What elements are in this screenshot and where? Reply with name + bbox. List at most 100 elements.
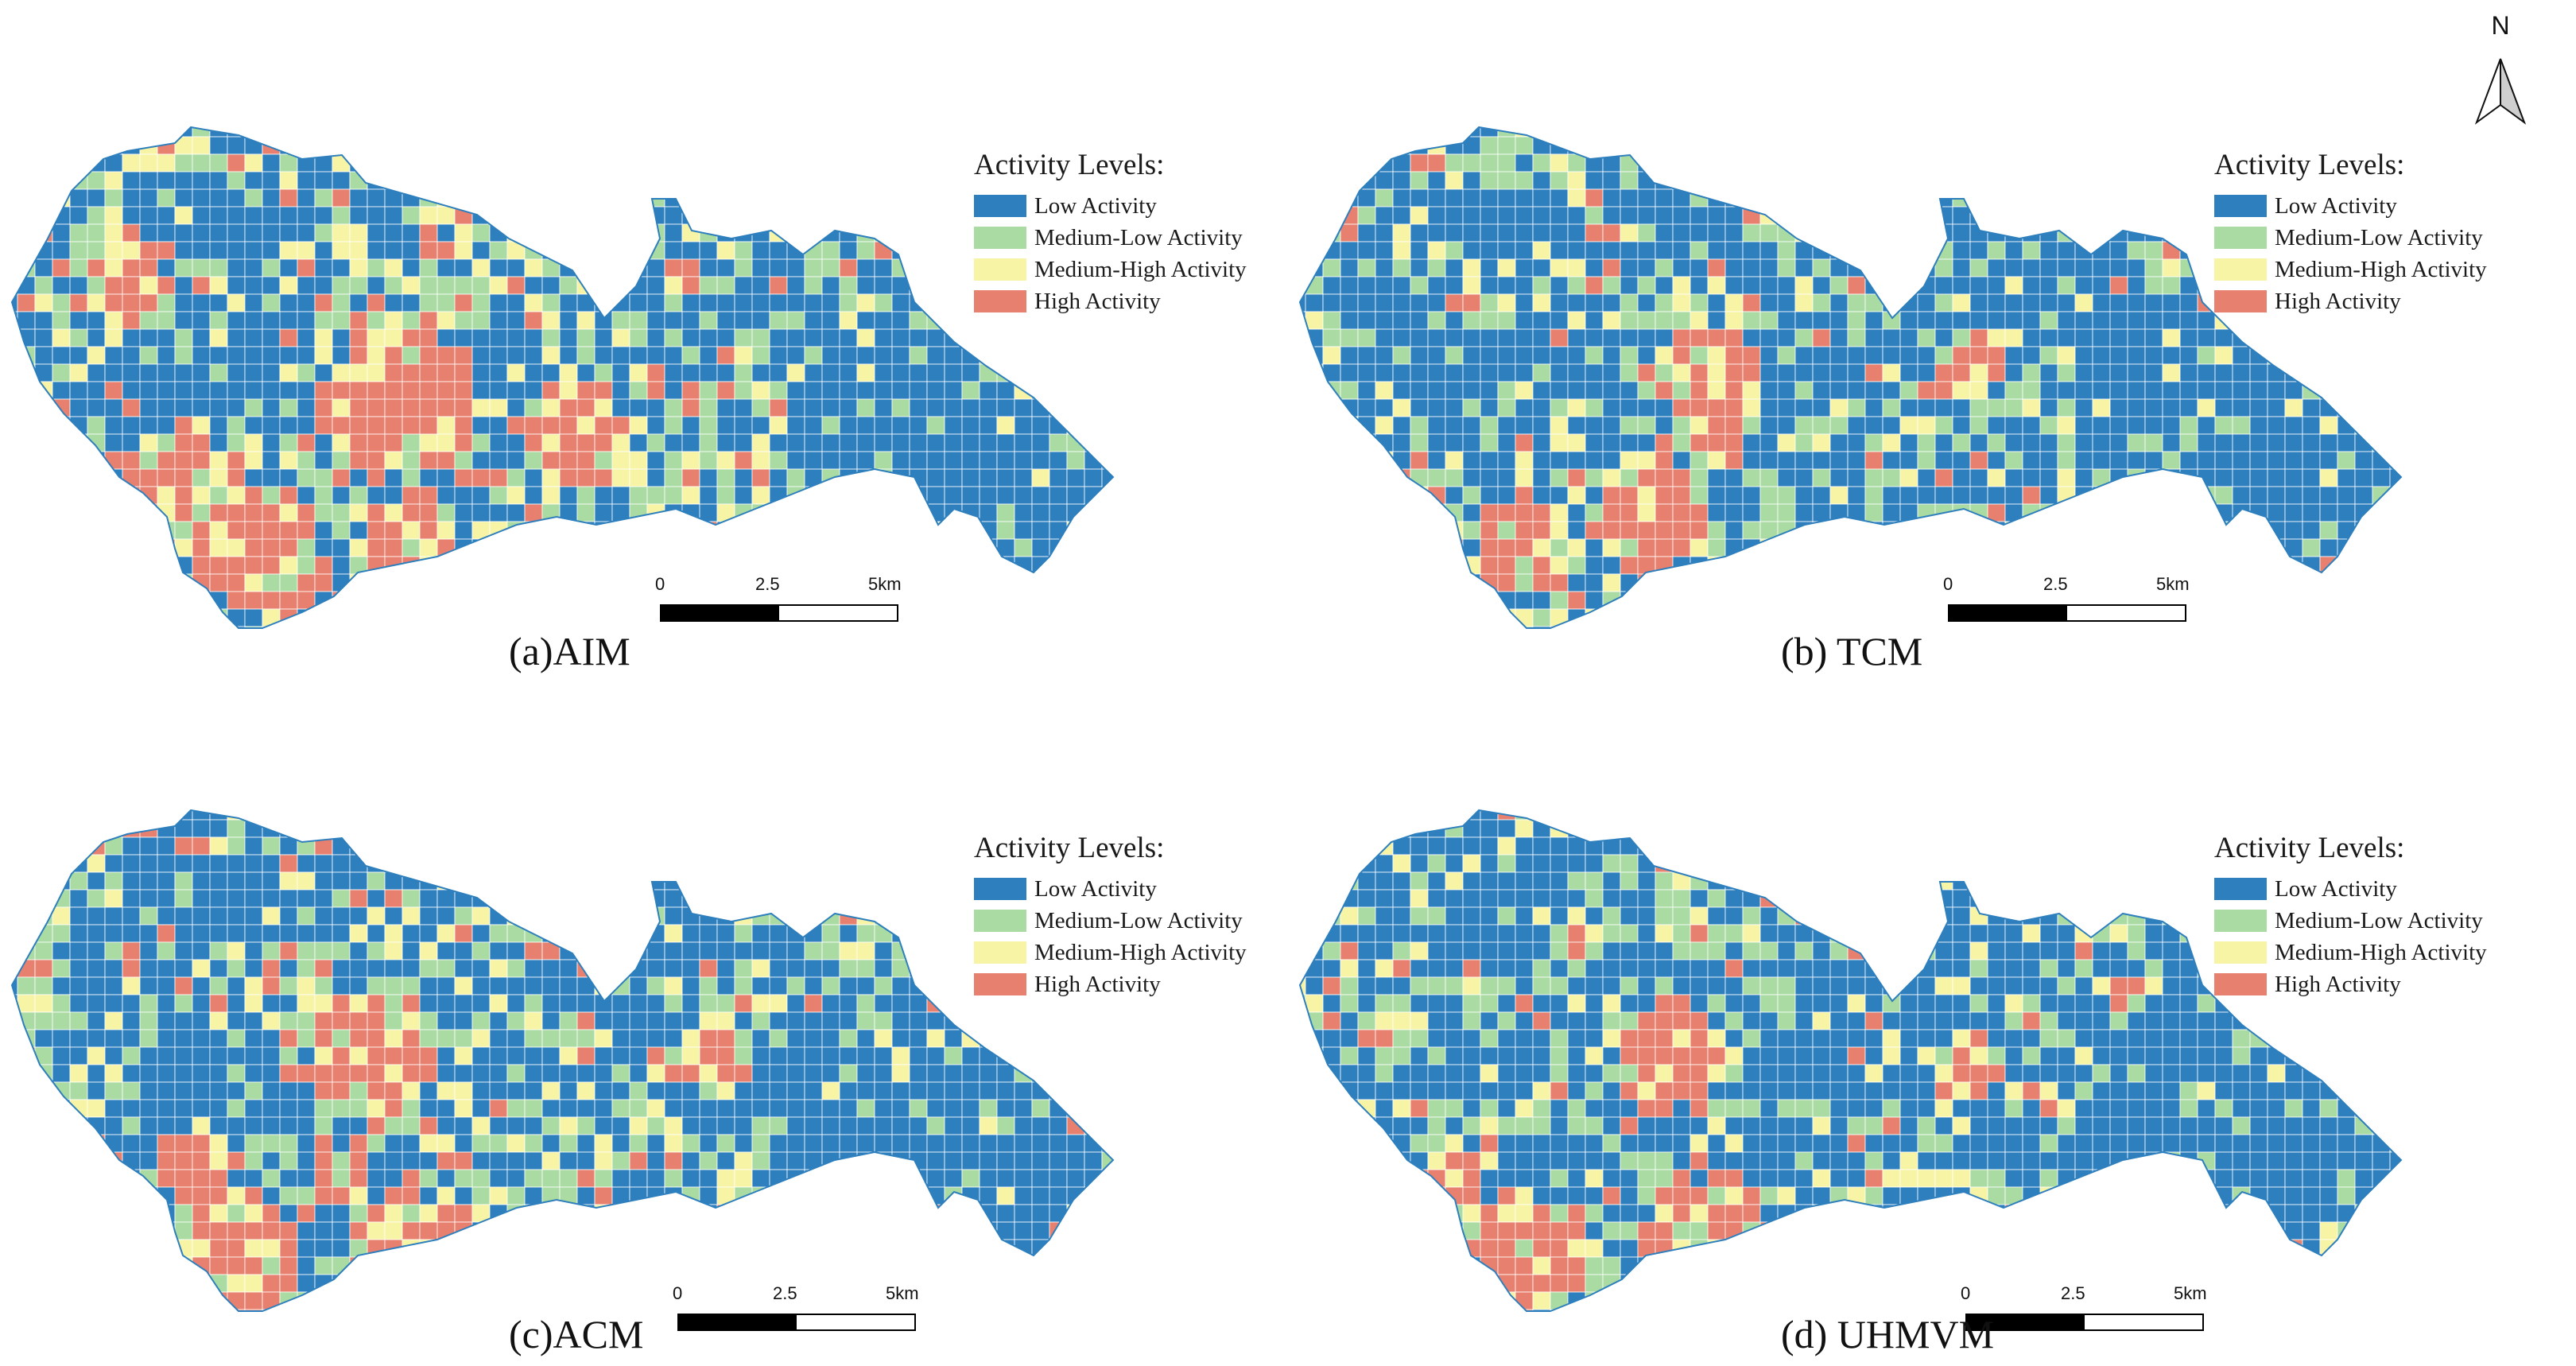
district-cell xyxy=(611,591,630,610)
district-cell xyxy=(576,573,596,592)
district-cell xyxy=(1462,171,1481,190)
district-cell xyxy=(454,127,473,138)
district-cell xyxy=(979,556,998,575)
district-cell xyxy=(2267,433,2286,452)
district-cell xyxy=(52,994,71,1013)
district-cell xyxy=(157,941,176,960)
district-cell xyxy=(2267,381,2286,400)
district-cell xyxy=(594,556,613,575)
district-cell xyxy=(174,591,193,610)
district-cell xyxy=(122,854,141,873)
district-cell xyxy=(227,1029,246,1048)
district-cell xyxy=(367,311,386,330)
district-cell xyxy=(297,241,316,260)
district-cell xyxy=(1882,538,1901,557)
district-cell xyxy=(2372,626,2391,628)
district-cell xyxy=(139,924,158,943)
district-cell xyxy=(1794,293,1814,312)
district-cell xyxy=(297,398,316,417)
district-cell xyxy=(262,591,281,610)
district-cell xyxy=(2144,311,2163,330)
district-cell xyxy=(34,1029,53,1048)
district-cell xyxy=(52,1011,71,1030)
district-cell xyxy=(541,188,561,208)
district-cell xyxy=(1392,311,1411,330)
district-cell xyxy=(297,538,316,557)
district-cell xyxy=(139,906,158,926)
district-cell xyxy=(559,871,578,891)
district-cell xyxy=(821,1011,840,1030)
district-cell xyxy=(69,626,88,628)
district-cell xyxy=(769,941,788,960)
district-cell xyxy=(1084,503,1103,522)
district-cell xyxy=(1777,608,1796,627)
district-cell xyxy=(279,363,298,382)
district-cell xyxy=(139,468,158,487)
district-cell xyxy=(926,836,945,856)
district-cell xyxy=(786,889,805,908)
district-cell xyxy=(69,976,88,995)
district-cell xyxy=(821,924,840,943)
district-cell xyxy=(681,538,700,557)
district-cell xyxy=(402,906,421,926)
district-cell xyxy=(1794,451,1814,470)
district-cell xyxy=(839,503,858,522)
district-cell xyxy=(926,293,945,312)
district-cell xyxy=(611,363,630,382)
district-cell xyxy=(297,556,316,575)
district-cell xyxy=(52,1029,71,1048)
district-cell xyxy=(1532,206,1551,225)
district-cell xyxy=(1882,608,1901,627)
district-cell xyxy=(69,1064,88,1083)
district-cell xyxy=(1300,538,1306,557)
district-cell xyxy=(2319,127,2338,138)
district-cell xyxy=(1899,276,1918,295)
district-cell xyxy=(2074,276,2093,295)
district-cell xyxy=(209,258,228,277)
district-cell xyxy=(909,573,928,592)
district-cell xyxy=(804,819,823,838)
district-cell xyxy=(1987,328,2006,347)
district-cell xyxy=(2162,206,2181,225)
district-cell xyxy=(1066,556,1085,575)
district-cell xyxy=(332,241,351,260)
district-cell xyxy=(2249,328,2268,347)
district-cell xyxy=(1847,363,1866,382)
district-cell xyxy=(1724,258,1744,277)
district-cell xyxy=(17,573,36,592)
district-cell xyxy=(594,819,613,838)
district-cell xyxy=(1707,136,1726,155)
district-cell xyxy=(1480,608,1499,627)
district-cell xyxy=(664,941,683,960)
district-cell xyxy=(227,206,246,225)
district-cell xyxy=(12,451,18,470)
district-cell xyxy=(1392,223,1411,243)
district-cell xyxy=(2337,346,2356,365)
district-cell xyxy=(1620,433,1639,452)
district-cell xyxy=(244,223,263,243)
district-cell xyxy=(419,994,438,1013)
district-cell xyxy=(1375,153,1394,173)
district-cell xyxy=(52,626,71,628)
district-cell xyxy=(769,503,788,522)
district-cell xyxy=(1497,381,1516,400)
district-cell xyxy=(209,206,228,225)
district-cell xyxy=(1322,591,1341,610)
district-cell xyxy=(52,556,71,575)
district-cell xyxy=(769,206,788,225)
district-cell xyxy=(1847,486,1866,505)
district-cell xyxy=(629,1046,648,1065)
district-cell xyxy=(856,188,875,208)
district-cell xyxy=(856,153,875,173)
district-cell xyxy=(384,819,403,838)
district-cell xyxy=(646,293,665,312)
district-cell xyxy=(1567,258,1586,277)
district-cell xyxy=(1410,381,1429,400)
district-cell xyxy=(681,381,700,400)
district-cell xyxy=(1585,276,1604,295)
district-cell xyxy=(384,363,403,382)
district-cell xyxy=(297,573,316,592)
district-cell xyxy=(681,468,700,487)
district-cell xyxy=(2179,381,2198,400)
district-cell xyxy=(751,381,770,400)
